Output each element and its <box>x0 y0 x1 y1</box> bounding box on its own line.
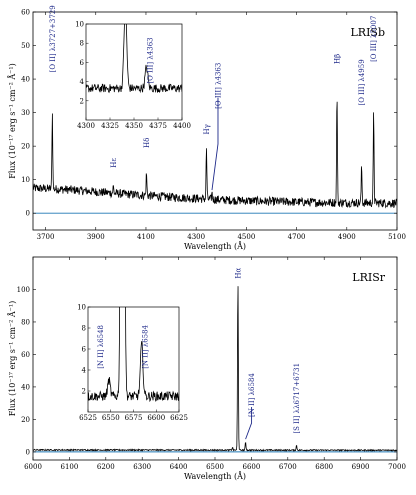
red-xtick-label: 6400 <box>170 463 188 471</box>
blue-ytick-label: 0 <box>26 210 30 218</box>
red-line-label: [N II] λ6584 <box>248 373 256 417</box>
red-inset-ytick-label: 4 <box>82 367 87 375</box>
blue-line-label: [O III] λ5007 <box>370 16 378 62</box>
blue-ytick-label: 50 <box>21 42 30 50</box>
red-inset-ytick-label: 10 <box>77 304 86 312</box>
red-inset-ytick-label: 8 <box>82 325 86 333</box>
red-ytick-label: 100 <box>17 286 30 294</box>
blue-axes-frame <box>32 11 398 231</box>
blue-inset-xtick-label: 4350 <box>125 122 143 130</box>
blue-line-label: Hγ <box>203 124 211 134</box>
red-inset-ytick-label: 6 <box>82 346 87 354</box>
red-inset-xtick-label: 6575 <box>125 414 143 422</box>
red-ytick-label: 60 <box>21 351 30 359</box>
red-spectrum-line <box>33 286 397 452</box>
blue-ytick-label: 30 <box>21 109 30 117</box>
blue-inset-xtick-label: 4325 <box>101 122 119 130</box>
blue-inset-ytick-label: 6 <box>80 59 85 67</box>
blue-panel-label: LRISb <box>350 26 385 39</box>
blue-xtick-label: 3700 <box>37 233 55 241</box>
blue-yaxis-label: Flux (10⁻¹⁷ erg s⁻¹ cm⁻² Å⁻¹) <box>8 63 17 178</box>
red-xtick-label: 6200 <box>97 463 115 471</box>
blue-line-label: Hε <box>110 158 118 168</box>
red-inset-spectrum <box>88 307 179 403</box>
blue-ytick-label: 60 <box>21 9 30 17</box>
blue-inset-line-label: [O III] λ4363 <box>146 37 154 83</box>
blue-xtick-label: 4300 <box>187 233 205 241</box>
blue-xtick-label: 4500 <box>237 233 255 241</box>
red-axes-frame <box>32 256 398 461</box>
red-ytick-label: 20 <box>21 416 30 424</box>
blue-spectrum-line <box>33 101 397 209</box>
blue-xaxis-label: Wavelength (Å) <box>184 242 246 251</box>
blue-ytick-label: 40 <box>21 76 30 84</box>
red-xtick-label: 6000 <box>24 463 42 471</box>
blue-inset-xtick-label: 4400 <box>173 122 191 130</box>
red-xtick-label: 6600 <box>242 463 260 471</box>
red-inset: 6525 6550 6575 6600 6625 2 4 6 8 10 [N II] λ6548 [N… <box>77 304 188 423</box>
red-xtick-label: 6700 <box>279 463 297 471</box>
red-panel: 6000 6100 6200 6300 6400 6500 6600 6700 6800 6900… <box>8 256 406 481</box>
red-ytick-label: 80 <box>21 318 30 326</box>
red-inset-line-label: [N II] λ6548 <box>97 325 105 369</box>
blue-xtick-label: 5100 <box>388 233 406 241</box>
red-xtick-label: 6900 <box>352 463 370 471</box>
red-xtick-label: 6500 <box>206 463 224 471</box>
blue-xtick-label: 3900 <box>87 233 105 241</box>
blue-line-label: [O II] λ3727+3729 <box>49 5 57 72</box>
red-ytick-label: 0 <box>26 448 30 456</box>
blue-panel: 3700 3900 4100 4300 4500 4700 4900 5100 0 10 20 30 4… <box>8 5 406 251</box>
red-inset-ytick-label: 2 <box>82 388 86 396</box>
blue-inset-ytick-label: 8 <box>80 40 84 48</box>
blue-xtick-label: 4900 <box>338 233 356 241</box>
blue-inset: 4300 4325 4350 4375 4400 2 4 6 8 10 [O III] λ4363 <box>75 21 191 131</box>
blue-line-label: Hδ <box>143 138 151 148</box>
red-xtick-label: 6100 <box>60 463 78 471</box>
blue-ytick-label: 10 <box>21 176 30 184</box>
red-panel-label: LRISr <box>352 271 385 284</box>
blue-inset-spectrum <box>86 24 182 94</box>
blue-inset-xtick-label: 4300 <box>77 122 95 130</box>
red-inset-xtick-label: 6525 <box>79 414 97 422</box>
red-ytick-label: 40 <box>21 383 30 391</box>
blue-line-label: [O III] λ4363 <box>214 63 222 109</box>
blue-line-label: [O III] λ4959 <box>358 59 366 105</box>
blue-line-label: Hβ <box>334 54 342 64</box>
blue-inset-ytick-label: 10 <box>75 21 84 29</box>
red-yaxis-label: Flux (10⁻¹⁷ erg s⁻¹ cm⁻² Å⁻¹) <box>8 301 17 416</box>
blue-xtick-label: 4700 <box>288 233 306 241</box>
red-inset-xtick-label: 6625 <box>170 414 188 422</box>
red-line-marker <box>245 407 253 440</box>
red-inset-line-label: [N II] λ6584 <box>142 324 150 368</box>
red-xtick-label: 7000 <box>388 463 406 471</box>
red-inset-xtick-label: 6550 <box>102 414 120 422</box>
red-inset-xtick-label: 6600 <box>147 414 165 422</box>
red-line-label: [S II] λλ6717+6731 <box>293 363 301 434</box>
blue-line-marker <box>211 97 219 191</box>
red-xaxis-label: Wavelength (Å) <box>184 472 246 481</box>
blue-inset-ytick-label: 4 <box>80 78 85 86</box>
red-line-label: Hα <box>234 268 242 279</box>
blue-xtick-label: 4100 <box>137 233 155 241</box>
blue-inset-bg <box>86 24 182 120</box>
blue-inset-xtick-label: 4375 <box>149 122 167 130</box>
red-xtick-label: 6800 <box>315 463 333 471</box>
red-xtick-label: 6300 <box>133 463 151 471</box>
blue-inset-ytick-label: 2 <box>80 97 84 105</box>
blue-ytick-label: 20 <box>21 143 30 151</box>
